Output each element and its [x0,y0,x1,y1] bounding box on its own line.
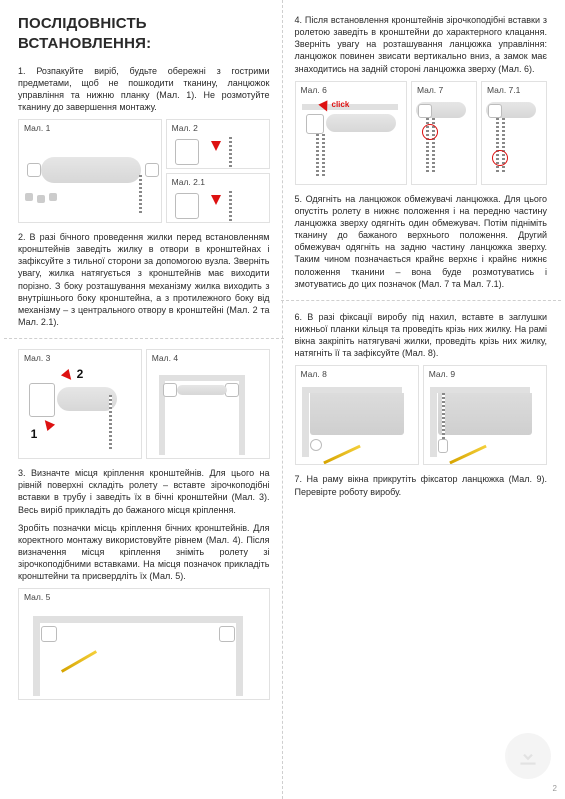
paragraph-6: 6. В разі фіксації виробу під нахил, вст… [295,311,548,360]
figure-2-stack: Мал. 2 Мал. 2.1 [166,119,270,223]
figure-row-4: Мал. 6 click Мал. 7 [295,81,548,185]
figure-label: Мал. 5 [19,589,269,603]
page-title: Послідовність встановлення: [18,14,270,55]
figure-9-content [424,381,546,465]
figure-row-2: Мал. 3 1 2 Мал. 4 [18,349,270,459]
figure-7: Мал. 7 [411,81,477,185]
figure-label: Мал. 7.1 [482,82,546,96]
figure-7-1: Мал. 7.1 [481,81,547,185]
paragraph-3a: 3. Визначте місця кріплення кронштейнів.… [18,467,270,516]
figure-label: Мал. 3 [19,350,141,364]
divider [281,300,562,301]
figure-2: Мал. 2 [166,119,270,169]
figure-4-content [147,365,269,459]
figure-row-3: Мал. 5 [18,588,270,700]
figure-label: Мал. 4 [147,350,269,364]
divider [4,338,284,339]
figure-label: Мал. 2.1 [167,174,269,188]
paragraph-4: 4. Після встановлення кронштейнів зірочк… [295,14,548,75]
figure-5-content [19,604,269,700]
step-number-2: 2 [73,367,87,381]
figure-5: Мал. 5 [18,588,270,700]
figure-6: Мал. 6 click [295,81,407,185]
figure-4: Мал. 4 [146,349,270,459]
figure-row-1: Мал. 1 Мал. 2 [18,119,270,223]
figure-8: Мал. 8 [295,365,419,465]
paragraph-3b: Зробіть позначки місць кріплення бічних … [18,522,270,583]
figure-1: Мал. 1 [18,119,162,223]
click-label: click [332,100,350,111]
step-number-1: 1 [27,427,41,441]
page-number: 2 [553,784,557,795]
figure-label: Мал. 6 [296,82,406,96]
figure-label: Мал. 7 [412,82,476,96]
right-column: 4. Після встановлення кронштейнів зірочк… [283,0,565,799]
figure-2-1-content [167,189,269,223]
paragraph-5: 5. Одягніть на ланцюжок обмежувачі ланцю… [295,193,548,290]
figure-7-content [412,96,476,184]
watermark-icon [505,733,551,779]
paragraph-7: 7. На раму вікна прикрутіть фіксатор лан… [295,473,548,497]
figure-8-content [296,381,418,465]
left-column: Послідовність встановлення: 1. Розпакуйт… [0,0,283,799]
figure-label: Мал. 1 [19,120,161,134]
paragraph-2: 2. В разі бічного проведення жилки перед… [18,231,270,328]
figure-7-1-content [482,96,546,184]
figure-row-5: Мал. 8 Мал. 9 [295,365,548,465]
figure-label: Мал. 9 [424,366,546,380]
figure-3: Мал. 3 1 2 [18,349,142,459]
instruction-page: Послідовність встановлення: 1. Розпакуйт… [0,0,565,799]
figure-2-1: Мал. 2.1 [166,173,270,223]
figure-label: Мал. 2 [167,120,269,134]
figure-6-content: click [296,96,406,184]
figure-3-content: 1 2 [19,365,141,459]
figure-1-content [19,135,161,223]
paragraph-1: 1. Розпакуйте виріб, будьте обережні з г… [18,65,270,114]
figure-label: Мал. 8 [296,366,418,380]
figure-9: Мал. 9 [423,365,547,465]
figure-2-content [167,135,269,169]
